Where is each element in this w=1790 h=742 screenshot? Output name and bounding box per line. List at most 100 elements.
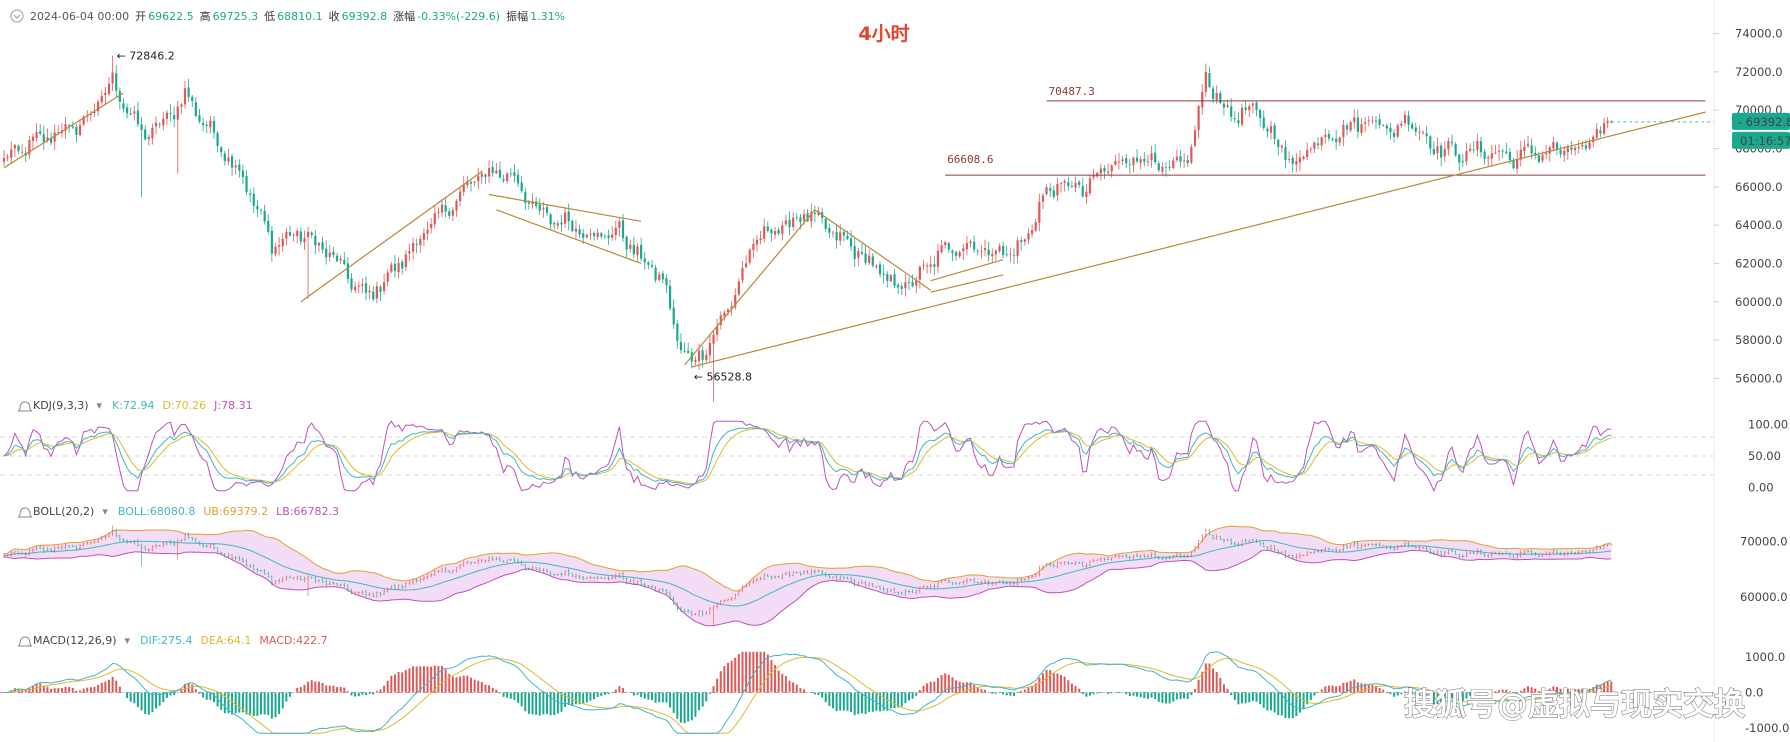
macd-histogram-bar [882,692,885,711]
candle-body [1103,168,1106,172]
candle-body [393,263,397,271]
kdj-dropdown-icon[interactable]: ▾ [97,399,103,412]
candle-body [954,252,958,256]
candle-body [31,136,35,142]
macd-histogram-bar [97,684,100,693]
candle-body [549,214,552,225]
macd-histogram-bar [549,692,552,716]
macd-histogram-bar [506,692,509,698]
boll-indicator-panel[interactable]: 70000.0 60000.0 [3,525,1788,627]
macd-histogram-bar [1041,673,1044,693]
macd-histogram-bar [260,692,263,715]
candle-body [839,232,842,241]
candle-body [361,284,364,286]
candle-body [831,232,835,234]
candle-body [951,250,954,254]
macd-histogram-bar [763,651,766,693]
candle-body [860,251,864,254]
macd-histogram-bar [1248,692,1251,703]
macd-histogram-bar [813,692,816,695]
candle-body [202,123,205,126]
macd-histogram-bar [915,692,918,696]
boll-dropdown-icon[interactable]: ▾ [102,505,108,518]
candle-body [1545,153,1548,155]
macd-histogram-bar [904,692,907,704]
macd-histogram-bar [1270,692,1272,711]
amplitude-value: 1.31% [530,10,565,23]
macd-histogram-bar [1501,689,1504,693]
boll-band-fill [4,526,1612,626]
macd-histogram-bar [336,687,339,693]
macd-histogram-bar [140,692,143,711]
main-price-panel[interactable]: 70487.3 66608.6 ← 72846.2 ← 56528.8 [2,50,1714,402]
macd-histogram-bar [332,685,335,693]
macd-histogram-bar [198,692,201,694]
candle-body [987,249,990,256]
settings-circle-icon[interactable] [10,9,24,23]
candle-body [933,264,936,267]
macd-histogram-bar [82,688,85,693]
macd-histogram-bar [1273,692,1276,713]
macd-histogram-bar [1038,677,1041,693]
candle-body [383,282,386,291]
macd-histogram-bar [770,660,773,693]
candle-body [1005,254,1008,256]
macd-histogram-bar [1165,692,1168,704]
macd-histogram-bar [889,692,892,709]
kdj-tick-label: 0.00 [1748,481,1774,495]
macd-histogram-bar [708,692,711,694]
candle-body [118,90,121,102]
macd-histogram-bar [1537,691,1540,693]
candle-body [1277,139,1280,147]
macd-histogram-bar [593,692,596,700]
macd-histogram-bar [1494,691,1497,693]
candle-body [1164,167,1168,169]
macd-histogram-bar [1541,690,1544,693]
macd-histogram-bar [1447,692,1450,701]
macd-histogram-bar [922,685,925,693]
macd-histogram-bar [473,679,476,693]
candle-body [1526,144,1530,146]
macd-dropdown-icon[interactable]: ▾ [125,634,131,647]
macd-histogram-bar [1233,692,1236,701]
macd-histogram-bar [1298,692,1301,713]
macd-histogram-bar [531,692,534,715]
macd-histogram-bar [1009,692,1012,696]
macd-histogram-bar [509,692,512,699]
macd-indicator-panel[interactable]: 1000.0 0.0 -1000.0 [0,650,1789,735]
macd-histogram-bar [1306,692,1309,705]
candle-body [216,132,219,147]
candle-body [10,149,13,158]
macd-histogram-bar [1530,687,1533,693]
candle-body [1121,159,1124,162]
candle-body [1074,182,1077,188]
candle-body [1335,138,1338,143]
macd-histogram-bar [321,682,324,693]
macd-histogram-bar [451,676,454,693]
trendline [3,92,124,169]
macd-histogram-bar [393,674,396,693]
macd-histogram-bar [973,684,976,693]
macd-histogram-bar [104,681,107,693]
candle-body [107,83,111,94]
macd-histogram-bar [459,676,462,693]
macd-histogram-bar [1190,692,1193,696]
bell-icon [17,507,33,518]
macd-histogram-bar [940,675,943,693]
candle-body [158,123,161,125]
macd-histogram-bar [1443,692,1446,704]
candle-body [263,210,266,222]
macd-histogram-bar [719,671,722,693]
kdj-indicator-panel[interactable]: 100.00 50.00 0.00 [0,417,1788,495]
macd-histogram-bar [1360,683,1363,693]
macd-histogram-bar [727,662,729,693]
macd-histogram-bar [929,681,932,693]
candle-body [1215,93,1218,100]
candle-body [89,114,92,116]
candle-body [1027,233,1030,240]
candle-body [737,281,740,295]
candle-body [249,193,252,195]
candle-body [1469,148,1472,151]
candle-body [1490,153,1493,159]
candle-body [397,262,400,273]
